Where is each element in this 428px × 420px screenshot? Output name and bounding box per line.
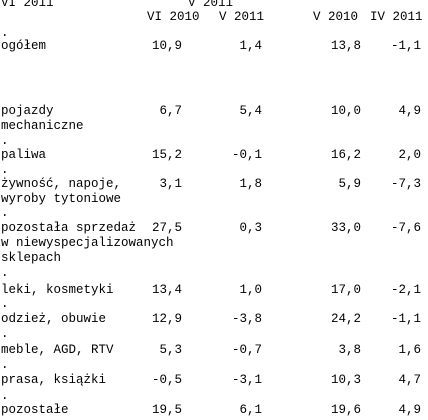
cell-iv-2011: 4,9 [398, 403, 421, 417]
row-dot: . [1, 134, 9, 148]
row-label-meble: meble, AGD, RTV [1, 343, 114, 357]
header-col-label-vi-2011: VI 2011 [1, 0, 54, 10]
header-col-v-2011: V 2011 [219, 10, 265, 24]
cell-vi-2010: 12,9 [151, 312, 182, 326]
header-col-iv-2011: IV 2011 [370, 10, 423, 24]
row-dot: . [1, 358, 9, 372]
cell-v-2010: 24,2 [330, 312, 361, 326]
cell-vi-2010: 13,4 [151, 283, 182, 297]
row-dot: . [1, 266, 9, 280]
cell-v-2010: 10,3 [330, 373, 361, 387]
header-col-v-2010: V 2010 [313, 10, 359, 24]
cell-v-2011: 1,8 [239, 177, 262, 191]
cell-vi-2010: 15,2 [151, 148, 182, 162]
row-label-niewyspecjalizowanych: w niewyspecjalizowanych [1, 236, 174, 250]
row-label-ogolem: ogółem [1, 39, 47, 53]
cell-iv-2011: -1,1 [390, 39, 421, 53]
row-label-paliwa: paliwa [1, 148, 47, 162]
cell-vi-2010: -0,5 [151, 373, 182, 387]
cell-vi-2010: 27,5 [151, 221, 182, 235]
row-label-zywnosc: żywność, napoje, [1, 177, 122, 191]
cell-v-2010: 19,6 [330, 403, 361, 417]
cell-v-2010: 17,0 [330, 283, 361, 297]
cell-v-2011: -3,1 [231, 373, 262, 387]
row-dot: . [1, 163, 9, 177]
cell-v-2010: 33,0 [330, 221, 361, 235]
cell-v-2011: 1,4 [239, 39, 262, 53]
cell-v-2010: 10,0 [330, 104, 361, 118]
cell-v-2010: 16,2 [330, 148, 361, 162]
cell-vi-2010: 5,3 [159, 343, 182, 357]
cell-v-2011: -3,8 [231, 312, 262, 326]
cell-iv-2011: 1,6 [398, 343, 421, 357]
row-label-prasa: prasa, książki [1, 373, 107, 387]
row-dot: . [1, 297, 9, 311]
cell-vi-2010: 6,7 [159, 104, 182, 118]
header-col-vi-2010: VI 2010 [147, 10, 200, 24]
cell-v-2010: 3,8 [338, 343, 361, 357]
cell-iv-2011: -2,1 [390, 283, 421, 297]
cell-v-2011: 1,0 [239, 283, 262, 297]
cell-v-2011: 0,3 [239, 221, 262, 235]
row-label-pozostale: pozostałe [1, 403, 69, 417]
cell-v-2011: 5,4 [239, 104, 262, 118]
cell-vi-2010: 3,1 [159, 177, 182, 191]
cell-iv-2011: -1,1 [390, 312, 421, 326]
cell-iv-2011: -7,3 [390, 177, 421, 191]
cell-iv-2011: 4,9 [398, 104, 421, 118]
row-label-leki: leki, kosmetyki [1, 283, 114, 297]
cell-v-2010: 5,9 [338, 177, 361, 191]
row-dot: . [1, 26, 9, 40]
row-label-mechaniczne: mechaniczne [1, 119, 84, 133]
cell-v-2011: -0,7 [231, 343, 262, 357]
row-label-sklepach: sklepach [1, 251, 62, 265]
cell-v-2010: 13,8 [330, 39, 361, 53]
cell-iv-2011: -7,6 [390, 221, 421, 235]
row-label-pozostala-sprzedaz: pozostała sprzedaż [1, 221, 137, 235]
cell-v-2011: -0,1 [231, 148, 262, 162]
row-dot: . [1, 389, 9, 403]
cell-vi-2010: 19,5 [151, 403, 182, 417]
row-dot: . [1, 206, 9, 220]
row-label-odziez: odzież, obuwie [1, 312, 107, 326]
row-dot: . [1, 327, 9, 341]
row-label-wyroby: wyroby tytoniowe [1, 192, 122, 206]
cell-iv-2011: 2,0 [398, 148, 421, 162]
header-group-v-2011: V 2011 [188, 0, 234, 10]
row-label-pojazdy: pojazdy [1, 104, 54, 118]
cell-vi-2010: 10,9 [151, 39, 182, 53]
cell-v-2011: 6,1 [239, 403, 262, 417]
cell-iv-2011: 4,7 [398, 373, 421, 387]
